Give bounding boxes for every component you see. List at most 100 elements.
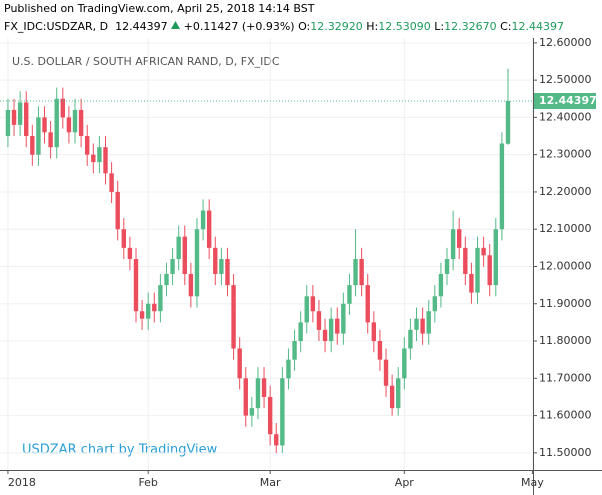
- candle-body: [188, 273, 194, 297]
- candle-body: [237, 348, 242, 379]
- candle-body: [328, 318, 334, 342]
- y-tick-label: 12.00000: [539, 259, 592, 272]
- candle-body: [505, 101, 511, 144]
- candle-body: [469, 273, 474, 293]
- y-tick-label: 12.60000: [539, 36, 592, 49]
- close-value: 12.44397: [511, 20, 564, 33]
- candle-body: [11, 109, 17, 125]
- y-tick-label: 12.10000: [539, 222, 592, 235]
- candle-body: [103, 147, 108, 174]
- candle-body: [365, 285, 370, 323]
- candle-body: [170, 259, 175, 274]
- chart-title: U.S. DOLLAR / SOUTH AFRICAN RAND, D, FX_…: [12, 55, 280, 68]
- candle-body: [347, 285, 352, 304]
- candle-body: [206, 210, 212, 248]
- y-tick-label: 12.30000: [539, 148, 592, 161]
- candle-body: [487, 255, 492, 286]
- candle-body: [127, 247, 133, 260]
- candle-body: [152, 303, 157, 312]
- candle-body: [194, 229, 200, 297]
- candle-body: [322, 329, 328, 342]
- candle-body: [158, 285, 163, 312]
- candle-body: [341, 303, 346, 334]
- candle-body: [475, 247, 480, 293]
- x-tick-label: Feb: [138, 476, 157, 489]
- candle-body: [255, 378, 261, 409]
- up-arrow: [171, 21, 181, 29]
- watermark: USDZAR chart by TradingView: [22, 443, 218, 458]
- candle-body: [450, 229, 456, 260]
- change: +0.11427 (+0.93%): [183, 20, 295, 33]
- candle-body: [420, 318, 425, 334]
- candle-body: [298, 322, 303, 342]
- x-tick-label: May: [521, 476, 544, 489]
- last-price-label: 12.44397: [539, 94, 597, 107]
- low-label: L:: [434, 20, 445, 33]
- low-value: 12.32670: [444, 20, 497, 33]
- candle-body: [176, 236, 181, 260]
- candle-body: [493, 229, 498, 286]
- candle-body: [499, 143, 505, 230]
- candle-body: [97, 147, 102, 163]
- candle-body: [457, 229, 462, 248]
- candle-body: [200, 210, 206, 230]
- plot-area: [0, 38, 533, 470]
- candle-body: [213, 247, 218, 274]
- candle-body: [219, 259, 224, 274]
- candle-body: [5, 109, 11, 137]
- candle-body: [24, 102, 29, 137]
- high-value: 12.53090: [378, 20, 431, 33]
- candle-body: [389, 385, 395, 409]
- candle-body: [30, 136, 35, 155]
- y-tick-label: 12.20000: [539, 185, 592, 198]
- candle-body: [432, 296, 438, 312]
- candle-body: [42, 117, 47, 133]
- candle-body: [164, 273, 169, 286]
- candle-body: [72, 109, 78, 133]
- candle-body: [426, 311, 431, 334]
- y-tick-label: 11.90000: [539, 297, 592, 310]
- candle-body: [66, 117, 72, 133]
- candle-body: [396, 378, 401, 409]
- candle-body: [261, 378, 267, 397]
- candle-body: [371, 322, 377, 342]
- candle-body: [408, 329, 413, 349]
- candle-body: [463, 247, 468, 274]
- candle-body: [402, 348, 407, 379]
- candle-body: [359, 259, 364, 286]
- candle-body: [438, 273, 444, 297]
- close-label: C:: [500, 20, 512, 33]
- candle-body: [267, 396, 273, 435]
- y-tick-label: 11.50000: [539, 446, 592, 459]
- high-label: H:: [366, 20, 379, 33]
- candle-body: [383, 359, 389, 386]
- y-tick-label: 11.70000: [539, 371, 592, 384]
- candle-body: [78, 109, 84, 137]
- published-line: Published on TradingView.com, April 25, …: [4, 2, 315, 15]
- candle-body: [36, 117, 41, 155]
- candle-body: [310, 296, 316, 312]
- open-value: 12.32920: [310, 20, 363, 33]
- candle-body: [91, 154, 96, 163]
- y-tick-label: 12.50000: [539, 73, 592, 86]
- x-tick-label: 2018: [8, 476, 36, 489]
- candle-body: [377, 341, 383, 360]
- candle-body: [335, 318, 340, 334]
- candle-body: [414, 318, 419, 330]
- last-price-box: [534, 93, 596, 110]
- candle-body: [274, 434, 279, 446]
- candle-body: [243, 378, 248, 416]
- candle-body: [121, 229, 126, 248]
- x-tick-label: Apr: [395, 476, 415, 489]
- candle-body: [444, 259, 450, 274]
- candle-body: [231, 285, 236, 349]
- candle-body: [133, 259, 139, 312]
- quote-line: FX_IDC:USDZAR, D 12.44397 +0.11427 (+0.9…: [4, 20, 564, 33]
- candle-body: [304, 296, 309, 323]
- candle-body: [48, 132, 53, 148]
- y-tick-label: 11.80000: [539, 334, 592, 347]
- candle-body: [225, 259, 230, 286]
- candle-body: [109, 173, 114, 192]
- x-tick-label: Mar: [260, 476, 281, 489]
